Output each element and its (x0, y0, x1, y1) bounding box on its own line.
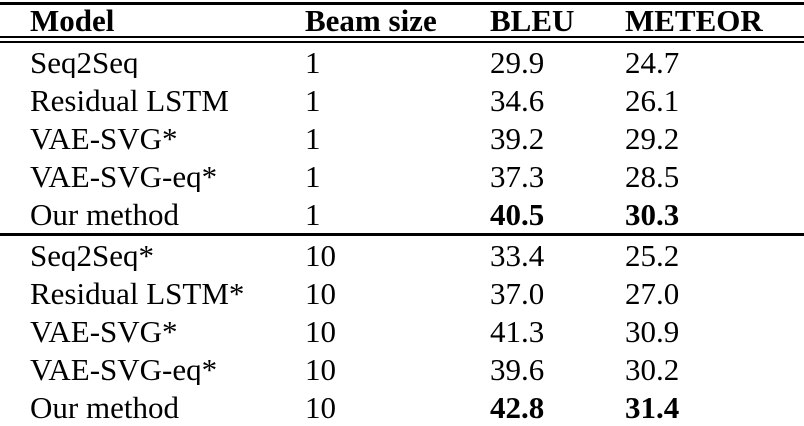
cell-model: Our method (30, 198, 179, 230)
cell-beam: 1 (305, 122, 321, 154)
cell-beam: 10 (305, 277, 336, 309)
cell-meteor: 27.0 (625, 277, 680, 309)
table-row: Residual LSTM 1 34.6 26.1 (0, 81, 804, 119)
cell-model: Our method (30, 391, 179, 423)
table-row: Our method 1 40.5 30.3 (0, 195, 804, 233)
cell-meteor: 24.7 (625, 46, 680, 78)
table-row: VAE-SVG* 1 39.2 29.2 (0, 119, 804, 157)
cell-model: VAE-SVG* (30, 315, 178, 347)
table-header-row: Model Beam size BLEU METEOR (0, 5, 804, 36)
cell-bleu: 42.8 (490, 391, 545, 423)
table-group-beam-1: Seq2Seq 1 29.9 24.7 Residual LSTM 1 34.6 26.1 VA… (0, 43, 804, 233)
cell-meteor: 30.3 (625, 198, 680, 230)
cell-model: VAE-SVG-eq* (30, 160, 218, 192)
table-group-beam-10: Seq2Seq* 10 33.4 25.2 Residual LSTM* 10 37.0 27… (0, 236, 804, 426)
cell-meteor: 29.2 (625, 122, 680, 154)
cell-model: Residual LSTM* (30, 277, 245, 309)
cell-bleu: 37.0 (490, 277, 545, 309)
cell-bleu: 37.3 (490, 160, 545, 192)
header-cell-model: Model (30, 5, 115, 36)
cell-bleu: 40.5 (490, 198, 545, 230)
cell-beam: 1 (305, 198, 321, 230)
cell-beam: 1 (305, 84, 321, 116)
cell-bleu: 41.3 (490, 315, 545, 347)
table-row: Seq2Seq* 10 33.4 25.2 (0, 236, 804, 274)
table-row: Our method 10 42.8 31.4 (0, 388, 804, 426)
cell-meteor: 31.4 (625, 391, 680, 423)
table-row: VAE-SVG* 10 41.3 30.9 (0, 312, 804, 350)
cell-model: Residual LSTM (30, 84, 229, 116)
cell-bleu: 34.6 (490, 84, 545, 116)
cell-bleu: 29.9 (490, 46, 545, 78)
cell-meteor: 26.1 (625, 84, 680, 116)
table-row: VAE-SVG-eq* 10 39.6 30.2 (0, 350, 804, 388)
cell-bleu: 33.4 (490, 239, 545, 271)
cell-beam: 10 (305, 353, 336, 385)
table-top-rule (0, 2, 804, 5)
table-row: VAE-SVG-eq* 1 37.3 28.5 (0, 157, 804, 195)
cell-beam: 1 (305, 160, 321, 192)
cell-model: Seq2Seq* (30, 239, 154, 271)
cell-beam: 10 (305, 391, 336, 423)
cell-bleu: 39.6 (490, 353, 545, 385)
header-cell-bleu: BLEU (490, 5, 575, 36)
table-group-separator-rule (0, 233, 804, 236)
cell-meteor: 28.5 (625, 160, 680, 192)
cell-beam: 10 (305, 239, 336, 271)
table-row: Residual LSTM* 10 37.0 27.0 (0, 274, 804, 312)
cell-model: VAE-SVG* (30, 122, 178, 154)
cell-meteor: 25.2 (625, 239, 680, 271)
cell-meteor: 30.9 (625, 315, 680, 347)
header-cell-meteor: METEOR (625, 5, 763, 36)
cell-meteor: 30.2 (625, 353, 680, 385)
header-cell-beam: Beam size (305, 5, 437, 36)
table-header-double-rule (0, 36, 804, 43)
table-row: Seq2Seq 1 29.9 24.7 (0, 43, 804, 81)
cell-bleu: 39.2 (490, 122, 545, 154)
cell-beam: 1 (305, 46, 321, 78)
cell-model: VAE-SVG-eq* (30, 353, 218, 385)
cell-beam: 10 (305, 315, 336, 347)
cell-model: Seq2Seq (30, 46, 139, 78)
